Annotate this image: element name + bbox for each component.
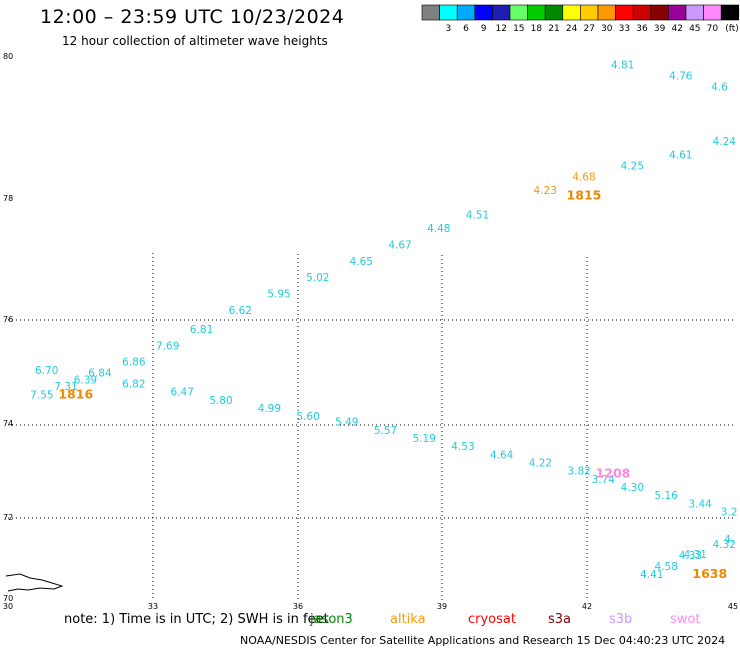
wave-height-label: 4.41 (640, 569, 663, 581)
wave-height-label: 4.67 (388, 239, 411, 251)
wave-height-label: 6.62 (229, 305, 252, 317)
wave-height-label: 3.44 (688, 498, 712, 510)
wave-height-label: 3.2 (721, 507, 738, 519)
wave-height-label: 4.32 (713, 539, 736, 551)
satellite-legend-entry: jason3 (310, 612, 353, 627)
wave-height-label: 4.48 (427, 223, 450, 235)
wave-height-label: 4.53 (451, 441, 474, 453)
wave-height-label: 4.76 (669, 71, 693, 83)
wave-height-label: 4.24 (713, 136, 737, 148)
colorbar-tick-label: 9 (481, 24, 487, 34)
wave-height-label: 5.80 (209, 395, 232, 407)
latitude-label: 78 (3, 194, 13, 203)
longitude-label: 39 (437, 602, 447, 611)
latitude-label: 74 (3, 419, 13, 428)
map-subtitle: 12 hour collection of altimeter wave hei… (62, 34, 328, 48)
longitude-label: 30 (3, 602, 13, 611)
wave-height-label: 3.74 (592, 474, 616, 486)
wave-height-label: 6.82 (122, 378, 145, 390)
colorbar-tick-label: 15 (513, 24, 524, 34)
colorbar-tick-label: 21 (548, 24, 559, 34)
pass-time-label: 1816 (58, 386, 93, 401)
wave-height-label: 6.86 (122, 357, 146, 369)
wave-height-label: 5.02 (306, 272, 329, 284)
wave-height-label: 5.49 (335, 417, 358, 429)
wave-height-label: 5.16 (655, 490, 679, 502)
colorbar-tick-label: 3 (446, 24, 452, 34)
longitude-label: 33 (148, 602, 158, 611)
footer-note: note: 1) Time is in UTC; 2) SWH is in fe… (64, 612, 329, 627)
wave-height-label: 4.81 (611, 60, 634, 72)
wave-height-label: 4.58 (655, 561, 678, 573)
wave-height-label: 6.81 (190, 324, 213, 336)
wave-height-label: 4.51 (466, 210, 489, 222)
satellite-legend-entry: swot (670, 612, 701, 627)
satellite-legend-entry: cryosat (468, 612, 516, 627)
latitude-label: 72 (3, 513, 13, 522)
wave-height-label: 4.33 (679, 550, 702, 562)
colorbar-tick-label: 36 (636, 24, 648, 34)
colorbar-tick-label: 6 (463, 24, 469, 34)
longitude-label: 42 (582, 602, 592, 611)
wave-height-label: 7.55 (30, 389, 53, 401)
colorbar-tick-label: 42 (671, 24, 682, 34)
wave-height-label: 5.60 (296, 411, 319, 423)
wave-height-label: 6.70 (35, 365, 58, 377)
wave-height-label: 5.19 (413, 433, 436, 445)
satellite-legend-entry: s3b (609, 612, 633, 627)
satellite-legend-entry: altika (390, 612, 426, 627)
wave-height-label: 6.39 (74, 375, 97, 387)
wave-height-label: 6.84 (88, 368, 112, 380)
wave-height-label: 4.30 (621, 482, 644, 494)
pass-time-label: 1638 (692, 566, 727, 581)
colorbar-tick-label: 27 (583, 24, 594, 34)
wave-height-label: 4.25 (621, 160, 644, 172)
wave-height-label: 4.22 (529, 457, 552, 469)
pass-time-label: 1815 (567, 187, 602, 202)
wave-height-colorbar: 3 6 9 12 15 18 21 24 27 30 33 36 39 42 45 70 (ft) (421, 4, 740, 34)
longitude-label: 45 (728, 602, 738, 611)
latitude-label: 80 (3, 52, 13, 61)
coastline (5, 573, 64, 592)
wave-height-label: 6.47 (171, 387, 194, 399)
longitude-label: 36 (293, 602, 303, 611)
colorbar-tick-label: 70 (707, 24, 719, 34)
wave-height-label: 4.23 (534, 185, 557, 197)
wave-height-label: 3.82 (567, 466, 590, 478)
wave-height-label: 5.95 (267, 289, 290, 301)
colorbar-unit: (ft) (725, 24, 739, 34)
wave-height-label: 4.6 (711, 81, 728, 93)
wave-height-label: 4.64 (490, 449, 514, 461)
colorbar-tick-label: 12 (495, 24, 506, 34)
wave-height-label: 4.68 (572, 171, 595, 183)
colorbar-tick-label: 24 (566, 24, 578, 34)
credit-line: NOAA/NESDIS Center for Satellite Applica… (240, 634, 726, 647)
wave-height-label: 4.61 (669, 150, 692, 162)
wave-height-label: 4. (724, 534, 734, 546)
map-title: 12:00 – 23:59 UTC 10/23/2024 (40, 6, 345, 28)
wave-height-label: 4.31 (684, 549, 707, 561)
wave-height-label: 4.65 (350, 256, 373, 268)
latitude-label: 70 (3, 594, 13, 603)
colorbar-tick-label: 39 (654, 24, 666, 34)
colorbar-tick-label: 45 (689, 24, 700, 34)
wave-height-label: 7.69 (156, 340, 179, 352)
colorbar-tick-label: 33 (619, 24, 630, 34)
latitude-label: 76 (3, 315, 13, 324)
wave-height-label: 5.57 (374, 425, 397, 437)
wave-height-label: 7.31 (54, 381, 77, 393)
colorbar-swatch (720, 4, 740, 21)
pass-time-label: 1208 (596, 465, 631, 480)
wave-height-label: 4.99 (258, 403, 281, 415)
colorbar-tick-label: 18 (531, 24, 543, 34)
colorbar-tick-label: 30 (601, 24, 613, 34)
satellite-legend-entry: s3a (548, 612, 572, 627)
